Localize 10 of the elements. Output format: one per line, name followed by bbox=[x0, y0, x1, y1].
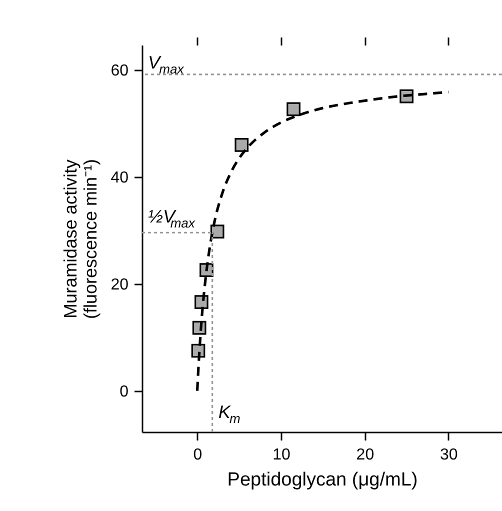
x-tick-label: 30 bbox=[440, 446, 458, 464]
y-tick-label: 0 bbox=[120, 383, 129, 400]
x-tick-label: 20 bbox=[356, 446, 374, 464]
x-tick-label: 10 bbox=[272, 446, 290, 464]
x-axis-title: Peptidoglycan (μg/mL) bbox=[227, 470, 418, 490]
y-tick-label: 60 bbox=[110, 62, 129, 80]
y-tick-label: 20 bbox=[110, 276, 129, 294]
y-axis-title: Muramidase activity (fluorescence min⁻¹) bbox=[60, 158, 101, 320]
x-tick-label: 0 bbox=[193, 446, 202, 464]
y-tick-label: 40 bbox=[110, 170, 129, 187]
